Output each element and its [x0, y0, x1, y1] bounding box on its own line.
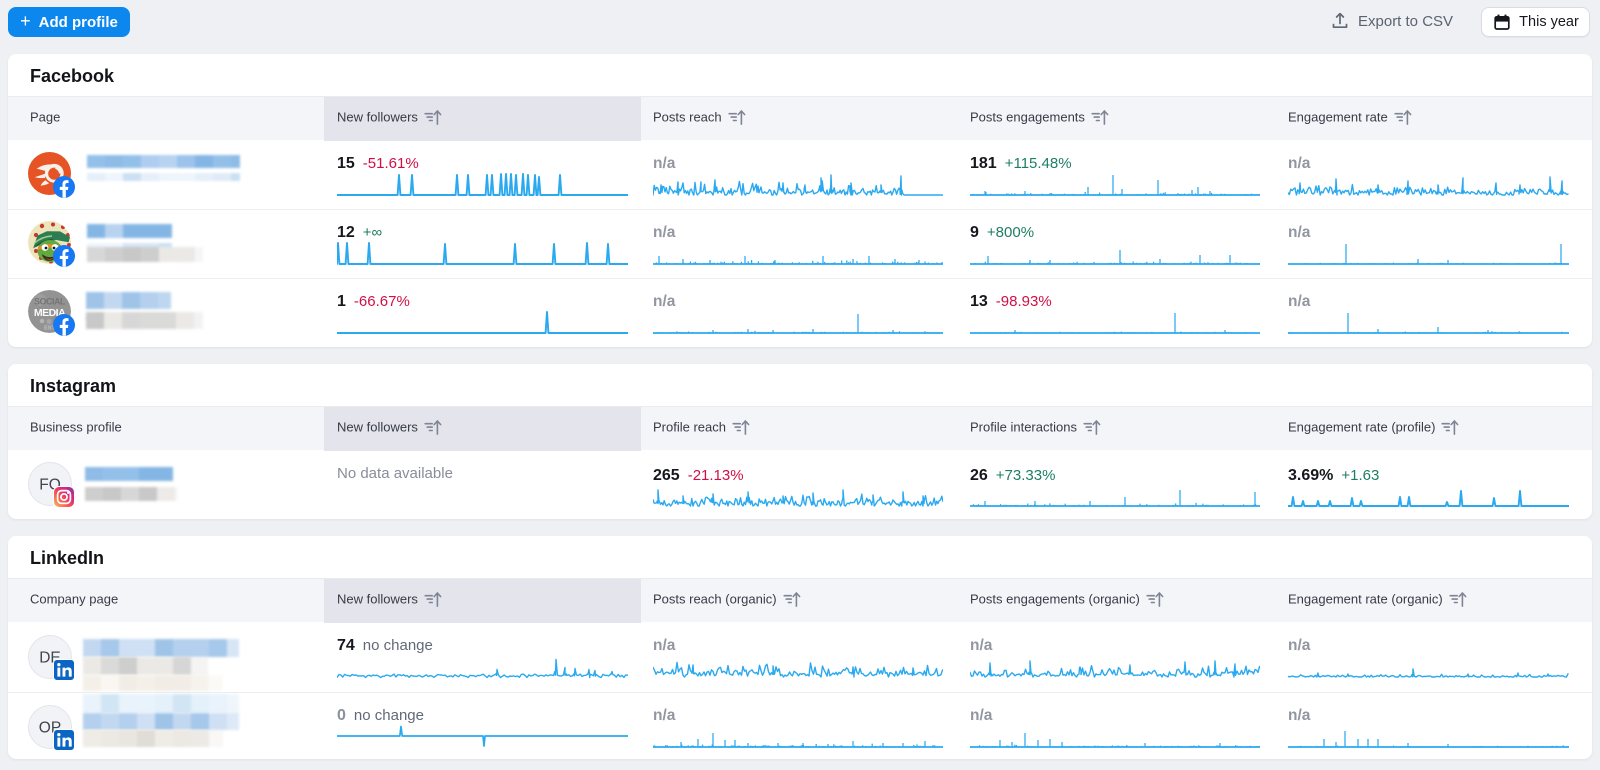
svg-text:EST: EST	[44, 326, 55, 332]
svg-text:SOCIAL: SOCIAL	[34, 297, 66, 307]
